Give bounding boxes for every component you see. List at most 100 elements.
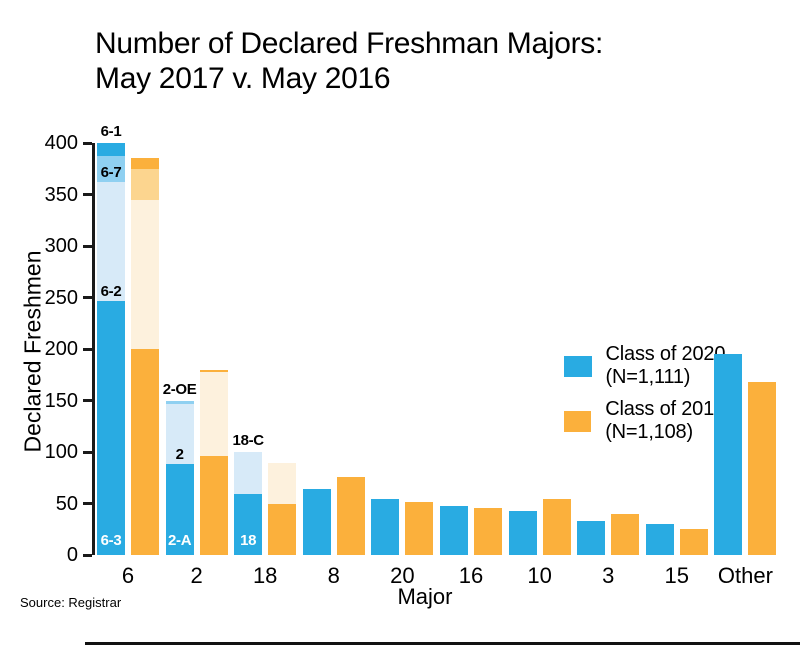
bar-2020-15 xyxy=(645,524,674,555)
bar-segment xyxy=(302,489,331,555)
chart-title-line2: May 2017 v. May 2016 xyxy=(95,62,391,95)
legend-item: Class of 2019 (N=1,108) xyxy=(564,398,792,444)
x-tick-label: 20 xyxy=(390,563,415,588)
bar-2019-6 xyxy=(131,158,159,555)
y-tick xyxy=(83,296,92,299)
bar-segment xyxy=(508,510,537,555)
bar-segment xyxy=(268,463,297,504)
bar-group-6: 6-3 6-2 6-7 6-1 xyxy=(97,123,159,555)
bar-segment xyxy=(97,143,125,157)
y-tick-label: 400 xyxy=(44,132,78,154)
bar-segment xyxy=(748,381,777,555)
bar-segment xyxy=(371,499,400,555)
chart-title: Number of Declared Freshman Majors: May … xyxy=(95,26,755,96)
segment-label: 6-2 xyxy=(100,282,122,300)
bar-segment xyxy=(165,400,194,404)
legend-label: Class of 2019 (N=1,108) xyxy=(605,398,725,443)
bar-2019-16 xyxy=(474,507,502,555)
bar-segment: 6-7 xyxy=(97,156,125,183)
legend-label: Class of 2020 (N=1,111) xyxy=(605,343,726,388)
bar-segment xyxy=(577,521,606,555)
y-tick-label: 0 xyxy=(66,544,78,566)
bar-segment xyxy=(645,524,674,555)
bar-segment xyxy=(199,456,228,555)
y-tick xyxy=(83,553,92,557)
y-tick-label: 200 xyxy=(44,338,78,360)
bar-segment xyxy=(131,168,159,200)
x-axis-title: Major xyxy=(397,584,453,609)
bar-group-3 xyxy=(577,513,640,555)
bar-2019-8 xyxy=(336,476,365,555)
bar-segment xyxy=(234,452,263,495)
bar-2020-10 xyxy=(508,510,537,555)
bar-segment: 6-3 xyxy=(97,300,125,555)
bar-2020-16 xyxy=(440,505,468,555)
bar-2020-2: 2-A 2 2-OE xyxy=(163,381,197,555)
x-tick-label: 2 xyxy=(190,563,203,588)
segment-label: 2-A xyxy=(167,532,192,549)
bar-group-10 xyxy=(508,499,571,555)
bar-2019-Other xyxy=(748,381,777,555)
segment-label: 18 xyxy=(240,532,257,549)
bar-2020-18: 18 18-C xyxy=(233,432,264,555)
x-tick-label: Other xyxy=(717,563,773,588)
segment-label: 6-1 xyxy=(100,123,122,140)
legend: Class of 2020 (N=1,111) Class of 2019 (N=… xyxy=(564,343,792,444)
bar-segment xyxy=(131,199,159,349)
bar-segment xyxy=(679,529,708,555)
bar-2019-10 xyxy=(542,499,571,555)
y-tick-label: 100 xyxy=(44,441,78,463)
bar-segment xyxy=(199,371,228,457)
bar-segment xyxy=(440,505,468,555)
x-tick-label: 18 xyxy=(252,563,278,588)
bar-group-15 xyxy=(645,524,708,555)
y-tick xyxy=(83,244,92,248)
segment-label: 2 xyxy=(175,446,184,464)
bar-segment: 2-A xyxy=(165,464,194,555)
bar-segment xyxy=(336,476,365,555)
bar-2019-15 xyxy=(679,529,708,555)
y-tick-label: 50 xyxy=(55,492,78,515)
bar-group-20 xyxy=(371,499,434,555)
bar-2020-6: 6-3 6-2 6-7 6-1 xyxy=(97,123,125,555)
bar-segment: 18 xyxy=(234,494,263,555)
bar-group-Other xyxy=(714,354,777,555)
bar-group-8 xyxy=(302,476,365,555)
y-tick-label: 350 xyxy=(44,183,78,206)
legend-swatch xyxy=(564,355,592,377)
segment-label: 18-C xyxy=(232,432,265,449)
y-tick-label: 300 xyxy=(44,235,78,257)
legend-item: Class of 2020 (N=1,111) xyxy=(564,343,792,389)
y-tick xyxy=(83,502,92,505)
bar-segment xyxy=(131,158,159,169)
segment-label: 6-7 xyxy=(100,164,122,182)
bar-2019-2 xyxy=(199,369,228,555)
y-tick xyxy=(83,193,92,196)
y-tick xyxy=(83,141,92,145)
x-tick-label: 3 xyxy=(602,563,615,588)
bar-segment xyxy=(268,503,297,555)
y-tick-label: 250 xyxy=(44,286,78,309)
bar-2020-20 xyxy=(371,499,400,555)
x-tick-label: 16 xyxy=(458,563,484,588)
legend-swatch xyxy=(564,410,592,432)
bar-segment xyxy=(131,349,159,555)
x-tick-label: 10 xyxy=(527,563,552,588)
bar-segment xyxy=(542,499,571,555)
segment-label: 6-3 xyxy=(100,532,122,549)
y-tick-label: 150 xyxy=(44,389,78,412)
chart-title-line1: Number of Declared Freshman Majors: xyxy=(95,27,604,60)
bar-2020-Other xyxy=(714,354,743,555)
bar-segment xyxy=(714,354,743,555)
bar-segment xyxy=(474,507,502,555)
bar-segment: 6-2 xyxy=(97,182,125,301)
x-tick-label: 8 xyxy=(327,563,340,588)
bar-2019-3 xyxy=(611,513,640,555)
bar-2019-20 xyxy=(405,502,434,555)
bottom-divider xyxy=(85,642,800,645)
bar-group-16 xyxy=(440,505,502,555)
x-tick-label: 15 xyxy=(664,563,690,588)
bar-2019-18 xyxy=(268,463,297,555)
y-tick xyxy=(83,347,92,351)
bar-segment xyxy=(405,502,434,555)
